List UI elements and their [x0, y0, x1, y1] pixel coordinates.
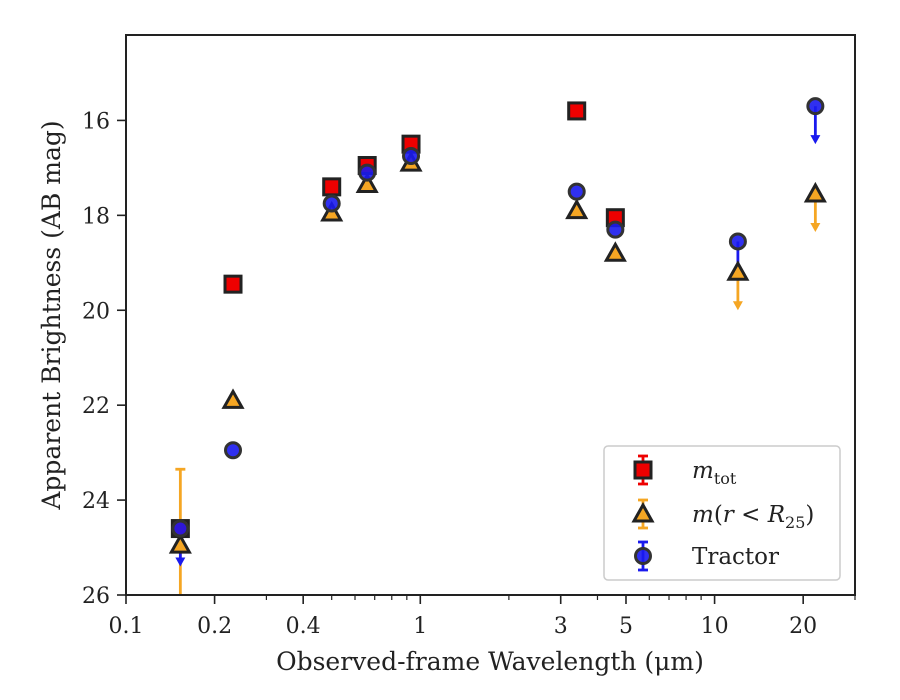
y-axis-label: Apparent Brightness (AB mag) [37, 120, 66, 510]
triangle-point [803, 181, 827, 203]
plot-area [168, 97, 827, 595]
square-point [322, 177, 342, 197]
triangle-point [603, 241, 627, 262]
square-point [567, 101, 587, 121]
circle-point [224, 441, 243, 460]
circle-point [806, 97, 825, 116]
upper-limit-arrow [810, 135, 821, 145]
x-tick-label: 1 [413, 614, 427, 639]
y-tick-label: 26 [82, 584, 110, 609]
triangle-point [726, 260, 750, 281]
legend: mtot m(r < R25) Tractor [603, 445, 841, 581]
triangle-point [168, 533, 192, 554]
y-tick-label: 24 [82, 489, 110, 514]
triangle-point [355, 172, 379, 193]
legend-marker [631, 501, 655, 523]
x-tick-label: 5 [619, 614, 633, 639]
x-tick-label: 0.2 [197, 614, 232, 639]
axes: 0.1 0.2 0.4 1 3 5 10 20 16 18 20 22 24 26 [82, 34, 856, 639]
circle-point [322, 194, 341, 213]
y-tick-label: 22 [82, 394, 110, 419]
legend-marker [633, 460, 653, 480]
upper-limit-arrow [175, 557, 186, 567]
upper-limit-arrow [732, 301, 743, 311]
legend-label: Tractor [692, 544, 779, 570]
circle-point [358, 163, 377, 182]
square-point [223, 274, 243, 294]
x-tick-label: 3 [554, 614, 568, 639]
circle-point [171, 519, 190, 538]
y-tick-label: 16 [82, 109, 110, 134]
circle-point [606, 220, 625, 239]
x-tick-label: 0.1 [109, 614, 144, 639]
triangle-point [221, 388, 245, 409]
x-tick-label: 0.4 [286, 614, 321, 639]
y-tick-label: 18 [82, 204, 110, 229]
legend-box [603, 445, 841, 581]
circle-point [402, 147, 421, 166]
legend-label: mtot [692, 458, 737, 488]
circle-point [728, 232, 747, 251]
legend-label: m(r < R25) [692, 502, 814, 532]
y-tick-label: 20 [82, 299, 110, 324]
x-tick-label: 20 [789, 614, 817, 639]
triangle-point [565, 198, 589, 220]
x-axis-label: Observed-frame Wavelength (μm) [276, 647, 704, 676]
legend-marker [634, 547, 652, 565]
circle-point [567, 182, 586, 201]
upper-limit-arrow [810, 222, 821, 232]
plot-frame [125, 34, 856, 596]
x-tick-label: 10 [701, 614, 729, 639]
